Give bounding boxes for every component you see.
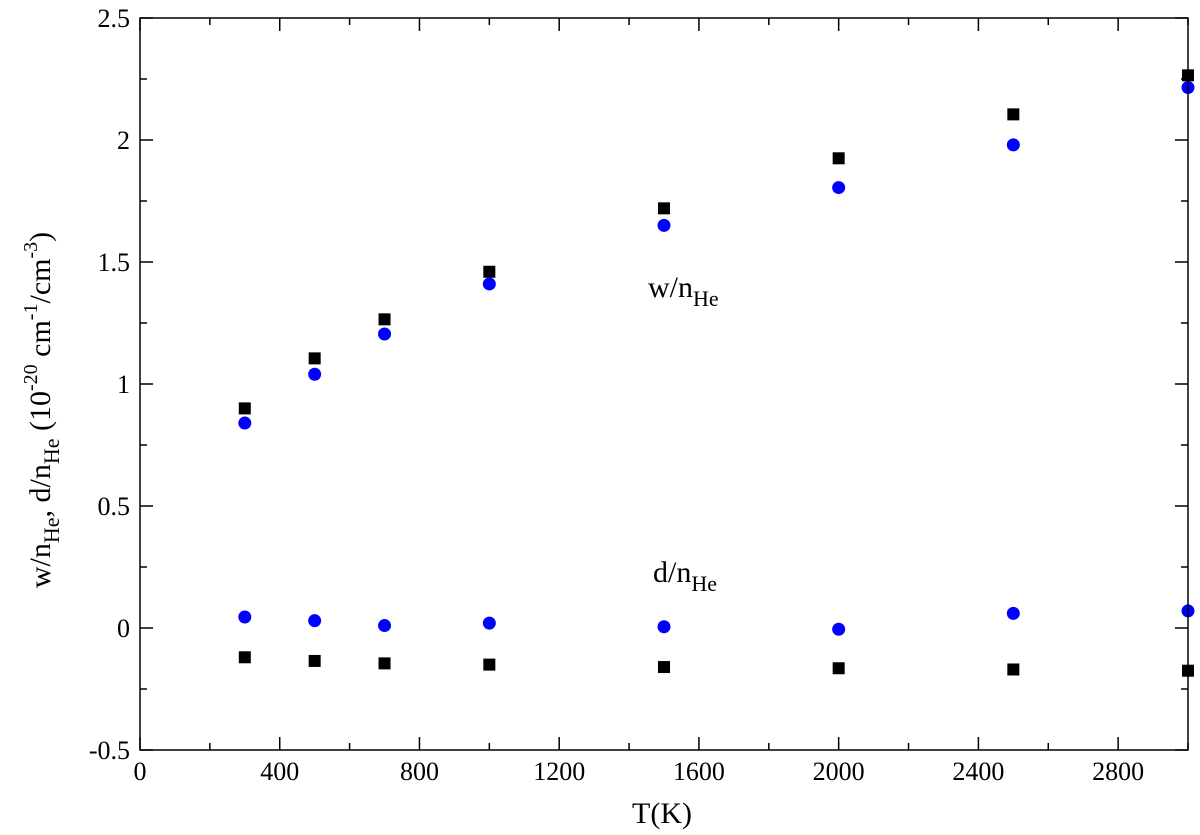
circle-point xyxy=(832,181,846,195)
circle-point xyxy=(482,277,496,291)
circle-point xyxy=(832,622,846,636)
square-point xyxy=(1007,108,1020,121)
y-tick-label: 1 xyxy=(117,370,130,399)
y-tick-label: 0.5 xyxy=(98,492,131,521)
circle-point xyxy=(482,616,496,630)
data-points xyxy=(238,69,1195,677)
circle-point xyxy=(238,416,252,430)
y-tick-label: 1.5 xyxy=(98,248,131,277)
square-point xyxy=(238,651,251,664)
circle-point xyxy=(657,218,671,232)
circle-point xyxy=(1006,606,1020,620)
y-tick-label: 2.5 xyxy=(98,4,131,33)
square-point xyxy=(1007,663,1020,676)
y-tick-label: -0.5 xyxy=(89,736,130,765)
plot-frame xyxy=(139,17,1189,751)
annotation-d: d/nHe xyxy=(653,556,717,596)
x-tick-labels: 0 400 800 1200 1600 2000 2400 2800 xyxy=(134,757,1145,786)
axis-ticks xyxy=(139,17,1189,751)
circle-point xyxy=(238,610,252,624)
circle-point xyxy=(378,327,392,341)
square-point xyxy=(832,152,845,165)
square-point xyxy=(238,402,251,415)
y-tick-labels: -0.5 0 0.5 1 1.5 2 2.5 xyxy=(89,4,130,765)
x-tick-label: 2000 xyxy=(813,757,865,786)
circle-point xyxy=(1006,138,1020,152)
y-tick-label: 2 xyxy=(117,126,130,155)
y-tick-label: 0 xyxy=(117,614,130,643)
square-point xyxy=(308,654,321,667)
circle-point xyxy=(657,620,671,634)
annotation-w: w/nHe xyxy=(648,271,719,311)
x-tick-label: 0 xyxy=(134,757,147,786)
square-point xyxy=(483,265,496,278)
square-point xyxy=(308,352,321,365)
circle-point xyxy=(308,367,322,381)
square-point xyxy=(378,657,391,670)
circle-point xyxy=(308,614,322,628)
x-tick-label: 2800 xyxy=(1092,757,1144,786)
square-point xyxy=(378,313,391,326)
square-point xyxy=(658,661,670,674)
square-point xyxy=(483,658,496,671)
x-axis-title: T(K) xyxy=(632,797,692,830)
x-tick-label: 2400 xyxy=(952,757,1004,786)
x-tick-label: 1200 xyxy=(533,757,585,786)
x-tick-label: 400 xyxy=(260,757,299,786)
square-point xyxy=(658,202,670,215)
x-tick-label: 1600 xyxy=(673,757,725,786)
square-point xyxy=(832,662,845,675)
circle-point xyxy=(378,619,392,633)
x-tick-label: 800 xyxy=(400,757,439,786)
y-axis-title: w/nHe, d/nHe (10-20 cm-1/cm-3) xyxy=(20,232,64,588)
